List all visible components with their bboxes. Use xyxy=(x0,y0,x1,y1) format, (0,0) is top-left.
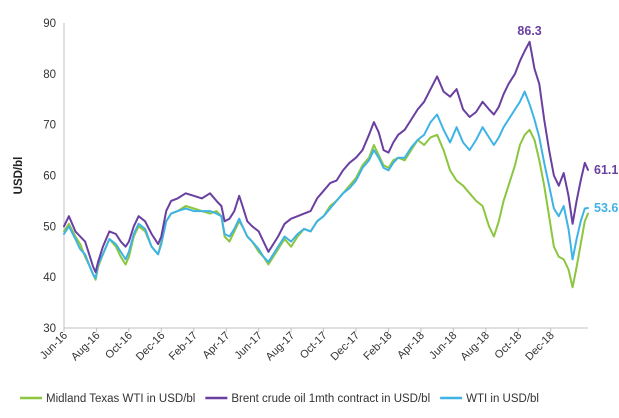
x-tick-label: Dec-17 xyxy=(329,330,363,364)
x-tick-label: Oct-16 xyxy=(103,330,135,362)
y-tick-label: 90 xyxy=(43,18,56,30)
x-tick-label: Jun-17 xyxy=(233,330,265,362)
series-line-1 xyxy=(63,40,589,274)
x-tick-label: Apr-18 xyxy=(395,330,427,362)
x-tick-label: Jun-18 xyxy=(427,330,459,362)
series-line-2 xyxy=(63,90,589,280)
data-label: 86.3 xyxy=(517,24,541,38)
y-tick-labels: 30 40 50 60 70 80 90 xyxy=(43,18,56,335)
x-tick-label: Feb-18 xyxy=(361,330,394,363)
x-tick-label: Aug-17 xyxy=(264,330,298,364)
data-label: 53.6 xyxy=(594,201,618,215)
x-tick-label: Oct-18 xyxy=(493,330,525,362)
x-tick-label: Aug-18 xyxy=(458,330,492,364)
x-tick-label: Dec-16 xyxy=(134,330,168,364)
x-tick-label: Feb-17 xyxy=(167,330,200,363)
legend-label: Brent crude oil 1mth contract in USD/bl xyxy=(231,393,430,405)
x-tick-label: Aug-16 xyxy=(69,330,103,364)
y-tick-label: 80 xyxy=(43,69,56,81)
legend-label: Midland Texas WTI in USD/bl xyxy=(46,393,195,405)
y-tick-label: 60 xyxy=(43,171,56,183)
series-line-0 xyxy=(63,128,589,289)
y-axis-title: USD/bl xyxy=(13,157,25,195)
y-tick-label: 40 xyxy=(43,272,56,284)
legend: Midland Texas WTI in USD/bl Brent crude o… xyxy=(20,393,539,405)
x-tick-label: Dec-18 xyxy=(523,330,557,364)
data-label: 61.1 xyxy=(594,163,618,177)
data-labels: 86.3 61.1 53.6 xyxy=(517,24,618,215)
x-tick-label: Oct-17 xyxy=(298,330,330,362)
y-tick-label: 50 xyxy=(43,221,56,233)
y-tick-label: 30 xyxy=(43,323,56,335)
y-tick-label: 70 xyxy=(43,120,56,132)
legend-label: WTI in USD/bl xyxy=(466,393,539,405)
series-lines xyxy=(63,40,589,289)
x-tick-label: Apr-17 xyxy=(201,330,233,362)
y-axis: 30 40 50 60 70 80 90 xyxy=(43,18,65,335)
